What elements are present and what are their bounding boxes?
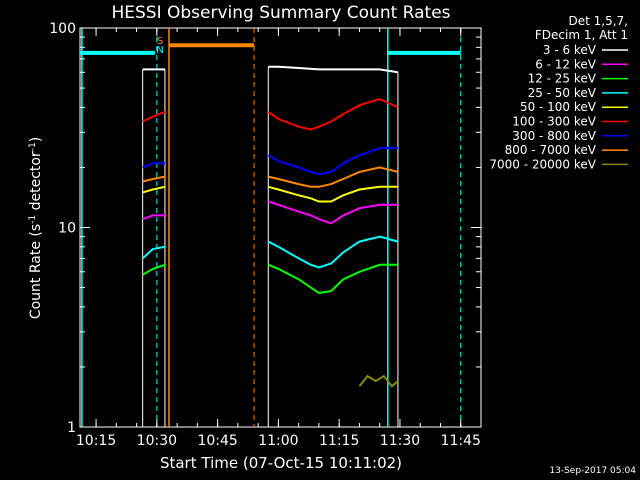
y-axis-label-sup: -1 xyxy=(28,215,38,224)
series-line-8-segment-2 xyxy=(268,166,399,188)
x-tick-label-4: 11:00 xyxy=(258,433,298,449)
series-line-6-segment-1 xyxy=(142,110,166,123)
y-axis-label-tail: detector xyxy=(28,151,44,215)
legend-label-7: 300 - 800 keV xyxy=(512,129,596,143)
series-line-4-segment-1 xyxy=(142,245,166,260)
y-axis-label-main: Count Rate (s xyxy=(28,224,44,319)
series-line-9-segment-1 xyxy=(358,374,399,388)
series-group xyxy=(142,65,399,427)
x-tick-label-7: 11:45 xyxy=(441,433,481,449)
legend-label-2: 6 - 12 keV xyxy=(535,57,597,71)
chart-title: HESSI Observing Summary Count Rates xyxy=(111,3,450,23)
vertical-markers xyxy=(81,28,462,427)
x-axis-ticks: 10:15 10:30 10:45 11:00 11:15 11:30 11:45 xyxy=(76,28,482,449)
x-axis-label: Start Time (07-Oct-15 10:11:02) xyxy=(160,454,402,472)
y-axis-ticks: 1 10 100 xyxy=(49,21,481,436)
series-line-2-segment-1 xyxy=(142,214,165,221)
y-tick-label-3: 100 xyxy=(49,21,76,37)
series-line-7-segment-2 xyxy=(267,147,398,176)
legend-label-9: 7000 - 20000 keV xyxy=(489,157,596,171)
series-line-3-segment-2 xyxy=(267,263,398,294)
series-line-2-segment-2 xyxy=(267,200,398,225)
y-axis-label-sup2: -1 xyxy=(28,142,38,151)
legend-label-6: 100 - 300 keV xyxy=(512,115,596,129)
saa-marker-label: S xyxy=(157,36,163,47)
series-line-7-segment-1 xyxy=(142,162,165,169)
legend-label-1: 3 - 6 keV xyxy=(543,43,597,57)
legend-label-3: 12 - 25 keV xyxy=(528,72,597,86)
y-tick-label-1: 1 xyxy=(67,420,76,436)
y-axis-label: Count Rate (s-1 detector-1) xyxy=(28,137,44,319)
y-axis-label-end: ) xyxy=(28,137,44,142)
x-tick-label-3: 10:45 xyxy=(197,433,237,449)
legend-header-line-1: Det 1,5,7, xyxy=(569,14,629,28)
legend-label-5: 50 - 100 keV xyxy=(520,100,597,114)
legend-label-4: 25 - 50 keV xyxy=(528,86,597,100)
series-line-3-segment-1 xyxy=(142,263,166,276)
x-tick-label-2: 10:30 xyxy=(137,433,177,449)
series-line-5-segment-1 xyxy=(142,185,166,194)
series-line-8-segment-1 xyxy=(142,175,166,183)
legend-label-8: 800 - 7000 keV xyxy=(505,143,597,157)
attenuator-bars xyxy=(80,43,461,55)
x-tick-label-1: 10:15 xyxy=(76,433,116,449)
series-line-4-segment-2 xyxy=(267,235,399,269)
x-tick-label-5: 11:15 xyxy=(319,433,359,449)
series-line-6-segment-2 xyxy=(267,98,399,131)
night-marker-label: N xyxy=(156,45,163,56)
y-tick-label-2: 10 xyxy=(58,221,76,237)
series-line-5-segment-2 xyxy=(268,185,398,203)
x-tick-label-6: 11:30 xyxy=(380,433,420,449)
timestamp: 13-Sep-2017 05:04 xyxy=(549,466,636,476)
legend-header-line-2: FDecim 1, Att 1 xyxy=(535,28,628,42)
series-line-1-segment-2 xyxy=(268,65,399,74)
